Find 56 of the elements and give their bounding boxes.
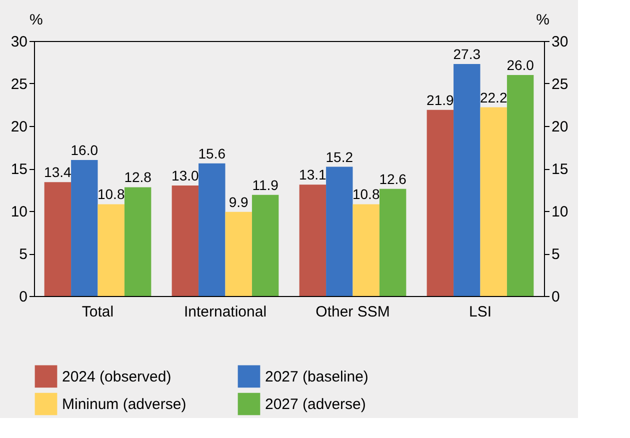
data-label: 9.9 <box>228 194 249 210</box>
bar <box>506 75 534 296</box>
bar <box>71 160 98 296</box>
bar <box>44 182 72 296</box>
y2-axis-title: % <box>536 12 550 28</box>
data-label: 12.6 <box>379 170 407 187</box>
legend-label: 2024 (observed) <box>62 368 172 386</box>
y-tick-label: 5 <box>19 246 28 263</box>
data-label: 15.2 <box>326 148 354 165</box>
data-label: 26.0 <box>506 57 534 73</box>
y-axis-title: % <box>30 12 43 28</box>
y-tick-label: 20 <box>10 118 28 136</box>
y2-tick-label: 15 <box>552 161 568 178</box>
y2-tick-label: 5 <box>552 246 560 263</box>
y-tick-label: 0 <box>19 288 28 306</box>
data-label: 10.8 <box>97 186 125 202</box>
y2-tick-label: 10 <box>552 204 568 220</box>
data-label: 21.9 <box>426 92 454 108</box>
y2-tick-label: 25 <box>552 76 568 93</box>
data-label: 13.4 <box>44 164 72 180</box>
y2-tick-label: 30 <box>552 34 568 50</box>
data-label: 13.1 <box>299 166 327 183</box>
bar <box>299 184 326 296</box>
data-label: 22.2 <box>480 89 508 106</box>
y-tick-label: 10 <box>10 204 28 220</box>
legend-label: Mininum (adverse) <box>62 396 186 413</box>
bar <box>426 110 454 296</box>
bar <box>379 188 406 296</box>
data-label: 12.8 <box>124 169 152 186</box>
data-label: 13.0 <box>172 168 200 184</box>
data-label: 27.3 <box>453 46 481 62</box>
bar <box>326 166 353 296</box>
data-label: 10.8 <box>352 186 380 202</box>
bar <box>98 204 124 296</box>
bar <box>124 187 152 296</box>
legend-label: 2027 (baseline) <box>265 368 368 386</box>
y-tick-label: 15 <box>10 161 28 178</box>
y2-tick-label: 20 <box>552 118 568 136</box>
data-label: 15.6 <box>198 145 226 162</box>
x-tick-label: International <box>184 304 267 320</box>
y-tick-label: 30 <box>10 34 28 50</box>
bar <box>480 107 507 296</box>
data-label: 11.9 <box>252 176 279 193</box>
legend-label: 2027 (adverse) <box>265 396 366 413</box>
bar <box>198 163 226 296</box>
bar <box>352 204 380 296</box>
bar <box>454 64 480 296</box>
y2-tick-label: 0 <box>552 288 560 306</box>
bar <box>172 186 199 296</box>
data-label: 16.0 <box>70 142 98 158</box>
bar <box>225 212 252 296</box>
bar <box>252 194 279 296</box>
y-tick-label: 25 <box>10 76 28 93</box>
x-tick-label: LSI <box>468 304 492 320</box>
x-tick-label: Other SSM <box>316 304 390 320</box>
x-tick-label: Total <box>82 304 114 320</box>
